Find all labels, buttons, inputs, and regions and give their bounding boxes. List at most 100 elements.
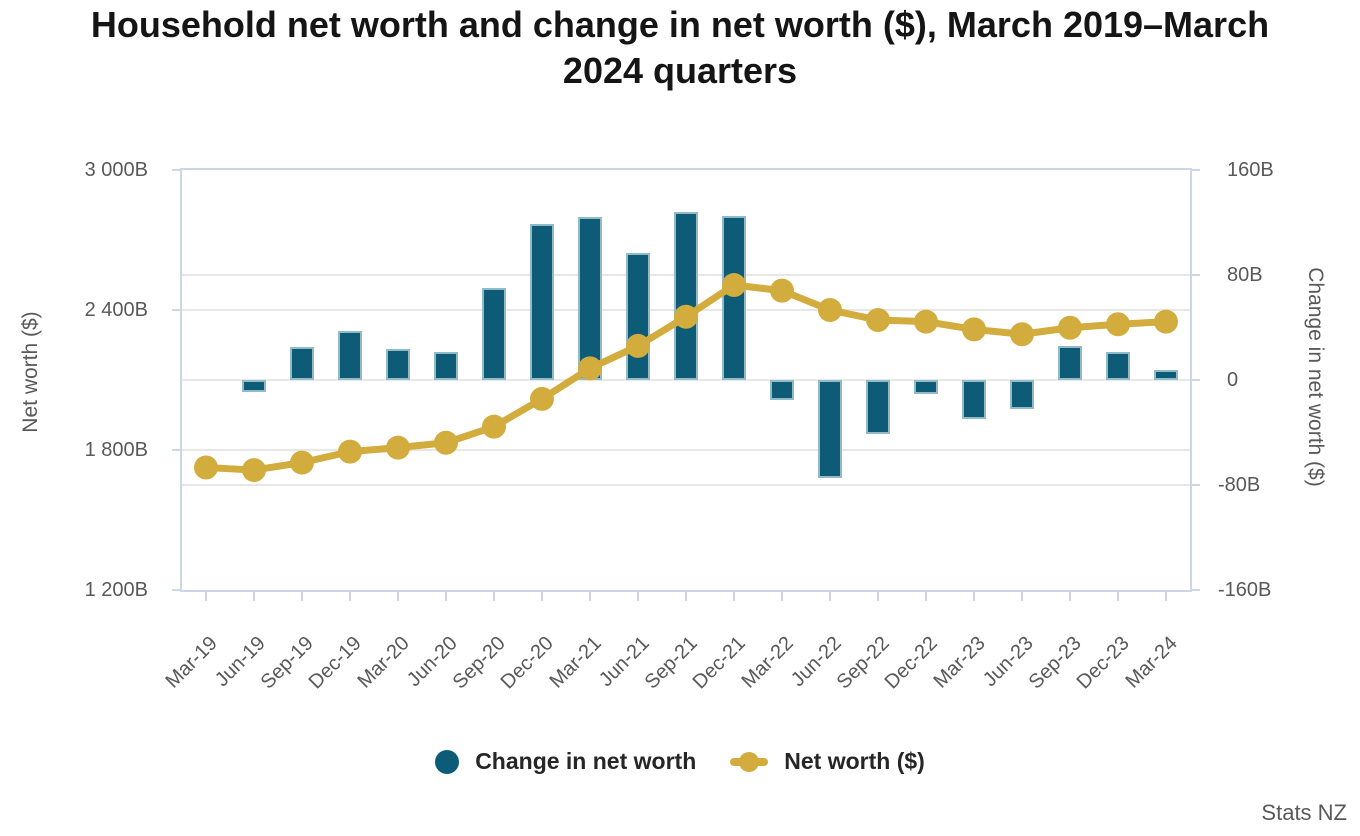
point-Mar-24[interactable] [1154,309,1178,334]
point-Jun-23[interactable] [1010,322,1034,347]
legend-item-change-in-net-worth[interactable]: Change in net worth [435,748,696,775]
y-left-tick-label: 1 800B [84,439,148,461]
point-Dec-21[interactable] [722,273,746,298]
y-right-tick [1192,274,1200,276]
legend-label-change-in-net-worth: Change in net worth [475,748,697,774]
x-tick [397,592,399,601]
y-right-tick-label: 160B [1227,159,1274,181]
point-Dec-19[interactable] [338,439,362,464]
x-tick [301,592,303,601]
bar-Dec-19[interactable] [338,331,362,380]
bar-series-swatch-icon [435,749,460,774]
gridline [182,484,1190,486]
bar-Jun-21[interactable] [626,252,650,380]
right-axis-title: Change in net worth ($) [1304,267,1327,487]
y-left-tick-label: 2 400B [84,299,148,321]
left-axis-title: Net worth ($) [19,311,42,433]
chart-title: Household net worth and change in net wo… [0,2,1360,94]
point-Mar-19[interactable] [194,455,218,480]
x-tick [877,592,879,601]
y-left-tick [172,589,180,591]
x-tick [685,592,687,601]
bar-Dec-23[interactable] [1106,352,1130,380]
y-left-tick [172,449,180,451]
bar-Dec-21[interactable] [722,215,746,380]
point-Jun-22[interactable] [818,298,842,322]
net-worth-line-layer [194,273,1178,483]
chart-title-line2: 2024 quarters [562,50,798,91]
x-tick [349,592,351,601]
point-Dec-22[interactable] [914,309,938,334]
gridline [182,379,1190,381]
x-tick [1117,592,1119,601]
bar-Sep-21[interactable] [674,212,698,380]
x-tick [445,592,447,601]
point-Sep-19[interactable] [290,450,314,475]
x-tick [1021,592,1023,601]
point-Mar-20[interactable] [386,435,410,460]
bar-Sep-22[interactable] [866,380,890,434]
bar-Mar-20[interactable] [386,348,410,380]
point-Sep-20[interactable] [482,414,506,439]
line-series-swatch-icon [730,751,769,772]
x-tick [541,592,543,601]
bar-Sep-23[interactable] [1058,345,1082,380]
chart-title-line1: Household net worth and change in net wo… [90,4,1270,45]
x-tick [733,592,735,601]
legend-label-net-worth: Net worth ($) [784,748,925,774]
bar-Jun-23[interactable] [1010,380,1034,409]
x-tick [781,592,783,601]
bar-Mar-22[interactable] [770,380,794,400]
point-Sep-22[interactable] [866,308,890,333]
plot-area [180,168,1192,592]
point-Mar-23[interactable] [962,317,986,342]
bar-Mar-21[interactable] [578,217,602,380]
bar-Sep-20[interactable] [482,288,506,380]
point-Mar-21[interactable] [578,356,602,381]
point-Dec-23[interactable] [1106,312,1130,337]
legend: Change in net worth Net worth ($) [0,748,1360,775]
x-tick [925,592,927,601]
x-tick [973,592,975,601]
bar-Mar-23[interactable] [962,380,986,420]
legend-item-net-worth[interactable]: Net worth ($) [730,748,925,775]
y-right-tick-label: 0 [1227,369,1239,391]
y-left-tick [172,309,180,311]
bar-Jun-20[interactable] [434,352,458,380]
x-tick [205,592,207,601]
y-right-tick-label: -160B [1218,579,1272,601]
line-series-swatch-dot-icon [739,751,760,772]
bar-Sep-19[interactable] [290,347,314,380]
x-tick [1069,592,1071,601]
x-tick [493,592,495,601]
y-right-tick-label: 80B [1227,264,1263,286]
bar-Jun-22[interactable] [818,380,842,479]
x-tick [829,592,831,601]
y-right-tick [1192,169,1200,171]
x-tick [589,592,591,601]
x-tick [637,592,639,601]
point-Sep-23[interactable] [1058,315,1082,340]
bar-Dec-22[interactable] [914,380,938,395]
x-tick [253,592,255,601]
x-tick [1165,592,1167,601]
y-right-tick [1192,589,1200,591]
y-right-tick [1192,484,1200,486]
y-left-tick [172,169,180,171]
bar-Dec-20[interactable] [530,223,554,380]
point-Jun-19[interactable] [242,458,266,483]
y-left-tick-label: 3 000B [84,159,148,181]
point-Sep-21[interactable] [674,304,698,329]
bar-Jun-19[interactable] [242,380,266,392]
y-left-tick-label: 1 200B [84,579,148,601]
source-attribution: Stats NZ [1261,800,1347,825]
point-Jun-20[interactable] [434,430,458,455]
point-Dec-20[interactable] [530,386,554,411]
y-right-tick [1192,379,1200,381]
point-Jun-21[interactable] [626,333,650,358]
point-Mar-22[interactable] [770,278,794,303]
gridline [182,449,1190,451]
bar-Mar-24[interactable] [1154,369,1178,380]
y-right-tick-label: -80B [1218,474,1261,496]
